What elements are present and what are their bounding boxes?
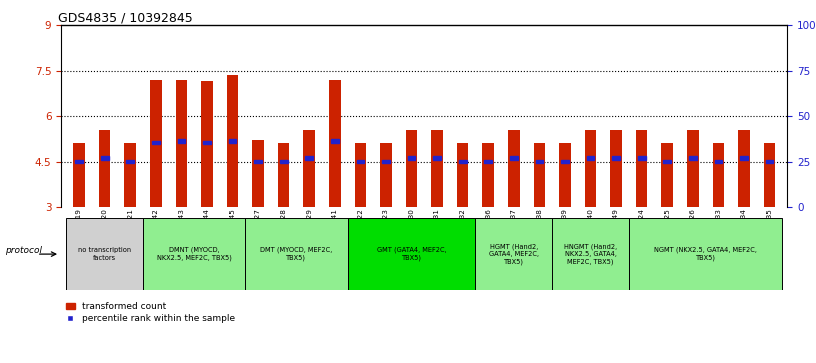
Bar: [66, 218, 143, 290]
Bar: [357, 160, 364, 163]
Bar: [280, 160, 287, 163]
Bar: [202, 81, 213, 207]
Bar: [715, 160, 722, 163]
Bar: [459, 160, 467, 163]
Bar: [561, 160, 569, 163]
Bar: [612, 156, 620, 160]
Text: DMNT (MYOCD,
NKX2.5, MEF2C, TBX5): DMNT (MYOCD, NKX2.5, MEF2C, TBX5): [157, 247, 232, 261]
Bar: [150, 80, 162, 207]
Bar: [380, 143, 392, 207]
Bar: [408, 156, 415, 160]
Bar: [689, 156, 697, 160]
Bar: [152, 141, 160, 144]
Bar: [125, 143, 136, 207]
Text: DMT (MYOCD, MEF2C,
TBX5): DMT (MYOCD, MEF2C, TBX5): [260, 247, 333, 261]
Text: NGMT (NKX2.5, GATA4, MEF2C,
TBX5): NGMT (NKX2.5, GATA4, MEF2C, TBX5): [654, 247, 757, 261]
Bar: [764, 143, 775, 207]
Text: GMT (GATA4, MEF2C,
TBX5): GMT (GATA4, MEF2C, TBX5): [377, 247, 446, 261]
Bar: [476, 218, 552, 290]
Bar: [535, 160, 543, 163]
Bar: [228, 139, 237, 143]
Bar: [662, 143, 673, 207]
Bar: [636, 130, 647, 207]
Bar: [203, 141, 211, 144]
Bar: [75, 160, 83, 163]
Bar: [552, 218, 629, 290]
Bar: [329, 80, 340, 207]
Bar: [348, 218, 476, 290]
Bar: [712, 143, 724, 207]
Bar: [432, 130, 443, 207]
Bar: [485, 160, 492, 163]
Bar: [738, 130, 750, 207]
Text: HGMT (Hand2,
GATA4, MEF2C,
TBX5): HGMT (Hand2, GATA4, MEF2C, TBX5): [489, 243, 539, 265]
Text: no transcription
factors: no transcription factors: [78, 247, 131, 261]
Bar: [765, 160, 774, 163]
Bar: [304, 130, 315, 207]
Bar: [99, 130, 110, 207]
Bar: [610, 130, 622, 207]
Bar: [587, 156, 594, 160]
Bar: [559, 143, 570, 207]
Bar: [73, 143, 85, 207]
Bar: [278, 143, 290, 207]
Bar: [246, 218, 348, 290]
Bar: [255, 160, 262, 163]
Bar: [355, 143, 366, 207]
Bar: [227, 75, 238, 207]
Bar: [406, 130, 417, 207]
Text: protocol: protocol: [5, 246, 42, 255]
Bar: [175, 80, 187, 207]
Legend: transformed count, percentile rank within the sample: transformed count, percentile rank withi…: [66, 302, 235, 323]
Text: GDS4835 / 10392845: GDS4835 / 10392845: [58, 11, 193, 24]
Bar: [510, 156, 517, 160]
Text: HNGMT (Hand2,
NKX2.5, GATA4,
MEF2C, TBX5): HNGMT (Hand2, NKX2.5, GATA4, MEF2C, TBX5…: [564, 243, 617, 265]
Bar: [433, 156, 441, 160]
Bar: [101, 156, 109, 160]
Bar: [629, 218, 783, 290]
Bar: [178, 139, 185, 143]
Bar: [331, 139, 339, 143]
Bar: [482, 143, 494, 207]
Bar: [663, 160, 671, 163]
Bar: [585, 130, 596, 207]
Bar: [143, 218, 246, 290]
Bar: [382, 160, 390, 163]
Bar: [252, 140, 264, 207]
Bar: [126, 160, 134, 163]
Bar: [534, 143, 545, 207]
Bar: [508, 130, 520, 207]
Bar: [687, 130, 698, 207]
Bar: [740, 156, 747, 160]
Bar: [638, 156, 645, 160]
Bar: [305, 156, 313, 160]
Bar: [457, 143, 468, 207]
